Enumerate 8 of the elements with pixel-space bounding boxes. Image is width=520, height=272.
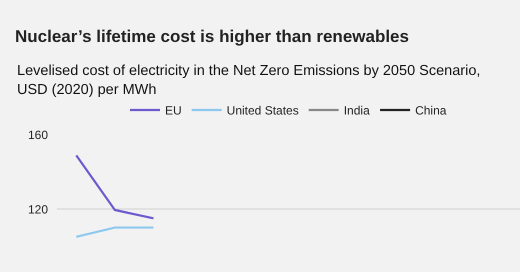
legend-label: EU bbox=[165, 104, 182, 118]
chart-subtitle: Levelised cost of electricity in the Net Zero Emissions by 2050 Scenario, USD (2020) per MWh bbox=[17, 63, 480, 98]
y-tick-label: 160 bbox=[28, 128, 48, 142]
chart-title: Nuclear’s lifetime cost is higher than renewables bbox=[15, 26, 409, 46]
y-tick-label: 120 bbox=[28, 202, 48, 216]
legend-label: India bbox=[344, 104, 370, 118]
legend-label: China bbox=[415, 104, 447, 118]
legend-label: United States bbox=[226, 104, 299, 118]
